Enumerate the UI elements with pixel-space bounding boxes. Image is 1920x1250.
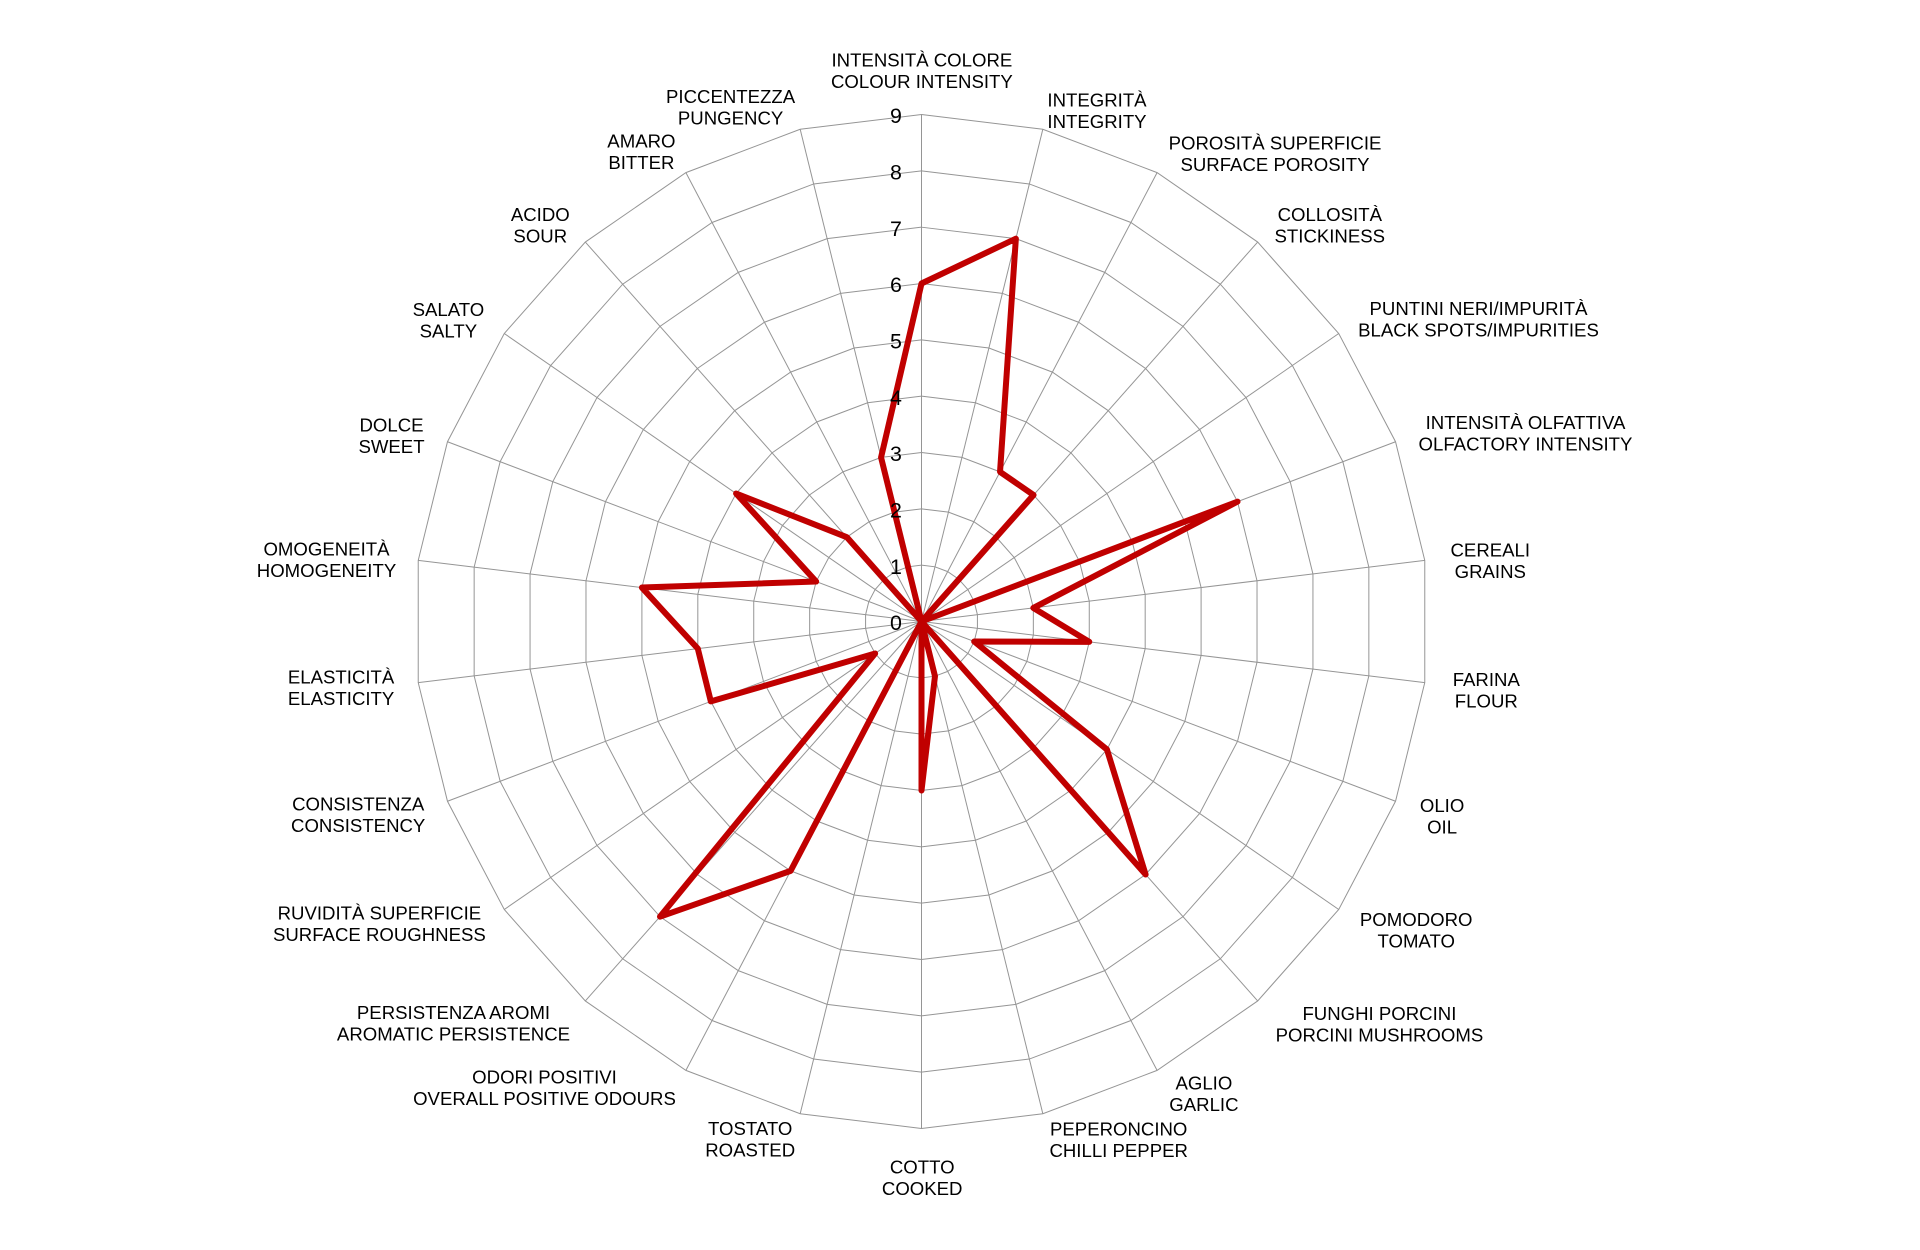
svg-text:COLOUR INTENSITY: COLOUR INTENSITY [831, 71, 1013, 92]
svg-text:INTEGRITÀ: INTEGRITÀ [1047, 90, 1147, 111]
svg-text:FLOUR: FLOUR [1455, 690, 1518, 711]
svg-text:PICCENTEZZA: PICCENTEZZA [666, 86, 796, 107]
svg-text:PORCINI MUSHROOMS: PORCINI MUSHROOMS [1276, 1024, 1484, 1045]
svg-text:6: 6 [890, 273, 902, 297]
svg-text:GARLIC: GARLIC [1169, 1094, 1238, 1115]
svg-text:DOLCE: DOLCE [359, 414, 423, 435]
svg-text:SOUR: SOUR [513, 226, 567, 247]
svg-text:PEPERONCINO: PEPERONCINO [1050, 1119, 1187, 1140]
svg-text:ELASTICITY: ELASTICITY [288, 688, 394, 709]
svg-text:STICKINESS: STICKINESS [1275, 225, 1386, 246]
svg-text:FUNGHI PORCINI: FUNGHI PORCINI [1302, 1003, 1456, 1024]
svg-text:PUNGENCY: PUNGENCY [678, 107, 783, 128]
svg-text:SWEET: SWEET [358, 436, 424, 457]
svg-text:ODORI POSITIVI: ODORI POSITIVI [472, 1067, 617, 1088]
svg-text:POROSITÀ SUPERFICIE: POROSITÀ SUPERFICIE [1169, 133, 1382, 154]
svg-text:OMOGENEITÀ: OMOGENEITÀ [263, 539, 390, 560]
svg-text:COOKED: COOKED [882, 1178, 963, 1199]
svg-text:OLIO: OLIO [1420, 795, 1464, 816]
svg-text:HOMOGENEITY: HOMOGENEITY [257, 560, 396, 581]
svg-text:TOSTATO: TOSTATO [708, 1118, 792, 1139]
svg-text:1: 1 [890, 555, 902, 579]
svg-text:COLLOSITÀ: COLLOSITÀ [1278, 204, 1383, 225]
svg-text:SURFACE POROSITY: SURFACE POROSITY [1180, 154, 1369, 175]
svg-text:RUVIDITÀ SUPERFICIE: RUVIDITÀ SUPERFICIE [278, 903, 482, 924]
svg-text:INTENSITÀ COLORE: INTENSITÀ COLORE [831, 50, 1012, 71]
svg-text:9: 9 [890, 104, 902, 128]
svg-text:2: 2 [890, 498, 902, 522]
svg-text:OIL: OIL [1427, 817, 1457, 838]
svg-text:AGLIO: AGLIO [1175, 1073, 1232, 1094]
svg-text:FARINA: FARINA [1453, 669, 1521, 690]
svg-text:5: 5 [890, 329, 902, 353]
svg-text:CONSISTENCY: CONSISTENCY [291, 815, 425, 836]
svg-text:SALTY: SALTY [420, 321, 478, 342]
svg-text:ACIDO: ACIDO [511, 204, 570, 225]
svg-text:CEREALI: CEREALI [1451, 539, 1531, 560]
svg-text:BLACK SPOTS/IMPURITIES: BLACK SPOTS/IMPURITIES [1358, 320, 1599, 341]
svg-text:0: 0 [890, 611, 902, 635]
svg-text:INTENSITÀ OLFATTIVA: INTENSITÀ OLFATTIVA [1426, 412, 1626, 433]
svg-text:BITTER: BITTER [608, 152, 674, 173]
svg-text:SALATO: SALATO [413, 299, 485, 320]
svg-text:ROASTED: ROASTED [705, 1140, 795, 1161]
svg-text:AROMATIC PERSISTENCE: AROMATIC PERSISTENCE [337, 1024, 570, 1045]
svg-text:CHILLI PEPPER: CHILLI PEPPER [1049, 1140, 1187, 1161]
svg-text:8: 8 [890, 160, 902, 184]
svg-text:PUNTINI NERI/IMPURITÀ: PUNTINI NERI/IMPURITÀ [1370, 298, 1589, 319]
svg-text:3: 3 [890, 442, 902, 466]
svg-text:4: 4 [890, 386, 902, 410]
svg-text:COTTO: COTTO [890, 1157, 955, 1178]
svg-text:7: 7 [890, 217, 902, 241]
svg-text:PERSISTENZA AROMI: PERSISTENZA AROMI [357, 1002, 550, 1023]
svg-text:SURFACE ROUGHNESS: SURFACE ROUGHNESS [273, 924, 486, 945]
svg-text:GRAINS: GRAINS [1455, 561, 1526, 582]
svg-text:POMODORO: POMODORO [1360, 909, 1473, 930]
svg-text:OLFACTORY INTENSITY: OLFACTORY INTENSITY [1419, 434, 1633, 455]
svg-text:TOMATO: TOMATO [1377, 931, 1454, 952]
svg-text:OVERALL POSITIVE ODOURS: OVERALL POSITIVE ODOURS [413, 1088, 676, 1109]
svg-text:AMARO: AMARO [607, 131, 675, 152]
svg-text:CONSISTENZA: CONSISTENZA [292, 793, 425, 814]
svg-text:INTEGRITY: INTEGRITY [1047, 111, 1146, 132]
svg-text:ELASTICITÀ: ELASTICITÀ [288, 666, 395, 687]
